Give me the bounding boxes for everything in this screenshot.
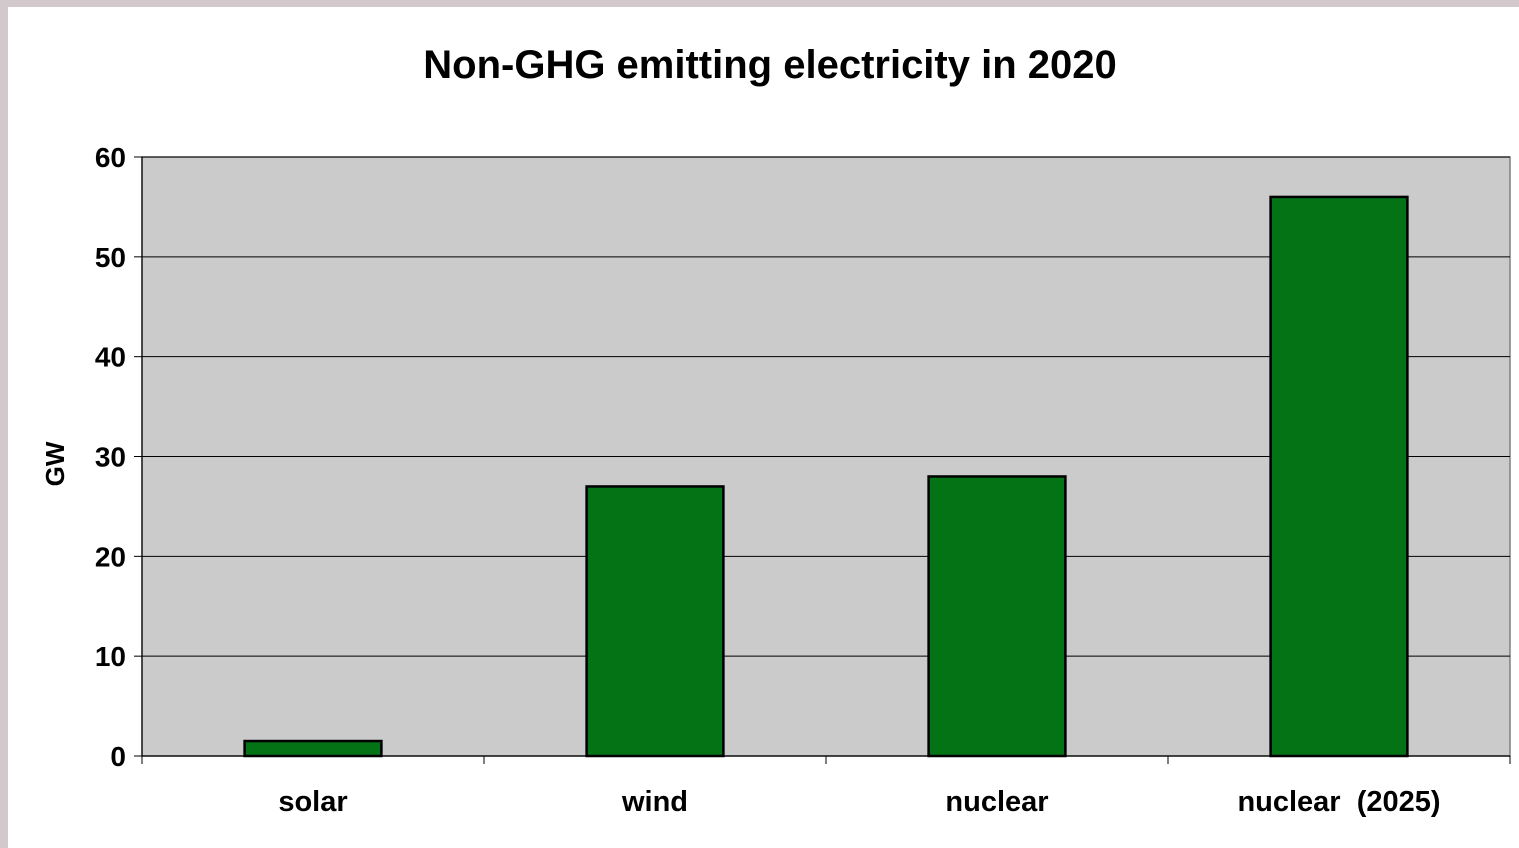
y-tick-label: 10 (95, 641, 126, 672)
y-tick-label: 30 (95, 442, 126, 473)
y-tick-label: 20 (95, 541, 126, 572)
x-tick-label: wind (621, 786, 688, 818)
chart-frame: Non-GHG emitting electricity in 2020 GW … (8, 7, 1519, 848)
bar-nuclear (927, 475, 1067, 758)
y-tick-label: 50 (95, 242, 126, 273)
x-tick-label: nuclear (2025) (1237, 786, 1440, 818)
bar-wind (585, 485, 725, 758)
bars (243, 195, 1409, 758)
x-tick-label: nuclear (945, 786, 1048, 818)
chart-title: Non-GHG emitting electricity in 2020 (423, 43, 1117, 87)
y-tick-label: 40 (95, 342, 126, 373)
y-tick-label: 60 (95, 142, 126, 173)
y-tick-labels: 0 10 20 30 40 50 60 (95, 142, 126, 772)
axes (134, 156, 1511, 764)
bar-chart: Non-GHG emitting electricity in 2020 GW … (40, 43, 1511, 818)
bar-nuclear-2025 (1269, 195, 1409, 758)
y-tick-label: 0 (110, 741, 126, 772)
x-tick-labels: solar wind nuclear nuclear (2025) (278, 786, 1440, 818)
bar-solar (243, 739, 383, 758)
y-axis-label: GW (40, 441, 70, 486)
x-tick-label: solar (278, 786, 347, 818)
